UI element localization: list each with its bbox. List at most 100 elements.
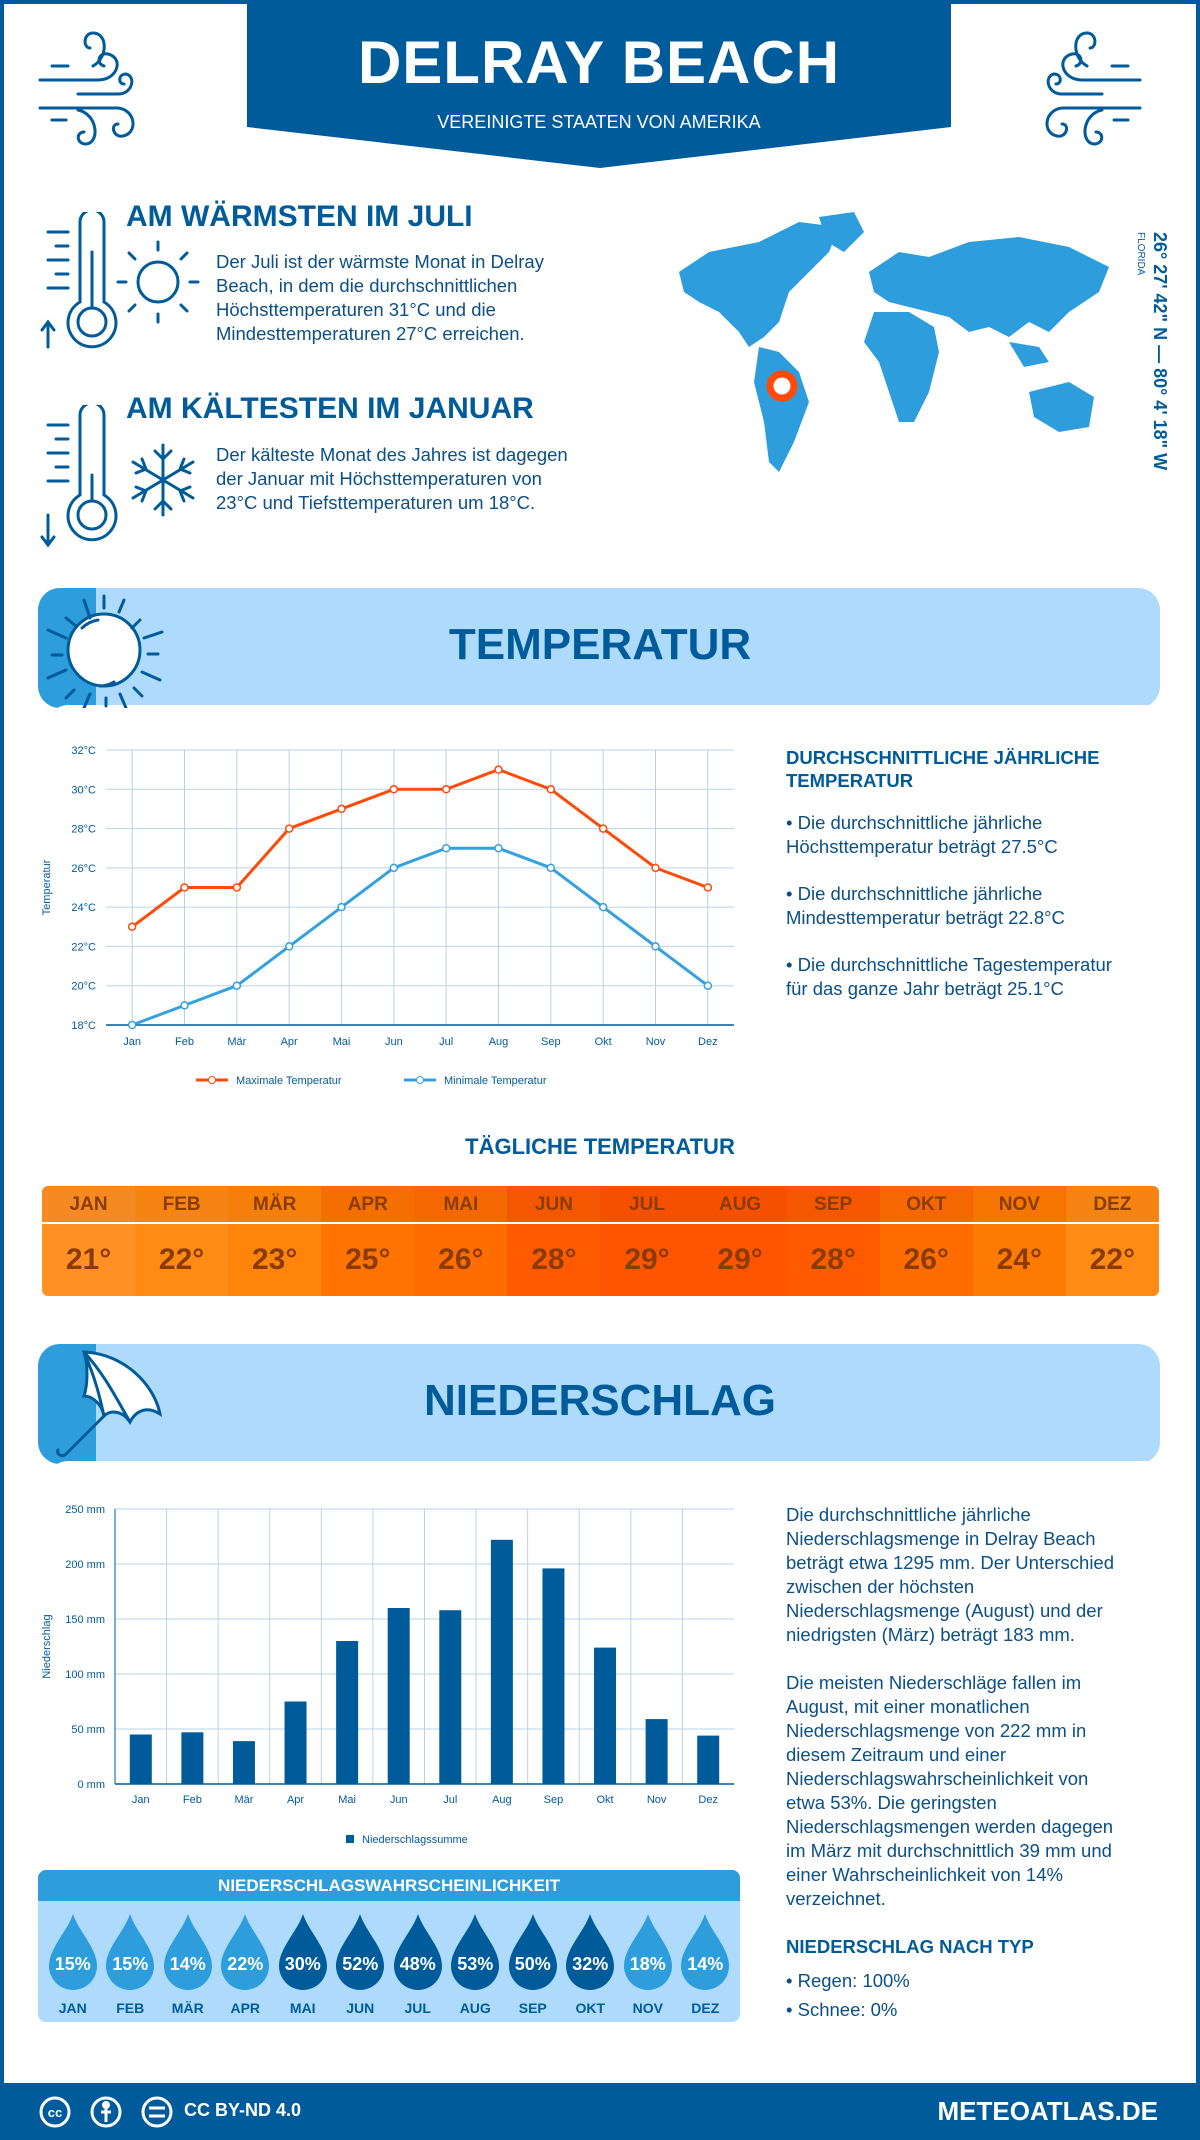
text-line: • Die durchschnittliche jährliche bbox=[786, 812, 1043, 833]
raindrop-icon bbox=[163, 1914, 212, 1990]
warmest-title: AM WÄRMSTEN IM JULI bbox=[126, 200, 473, 233]
y-tick-label: 18°C bbox=[71, 1020, 96, 1032]
probability-value: 15% bbox=[112, 1954, 149, 1974]
probability-value: 18% bbox=[629, 1954, 666, 1974]
daily-month: MÄR bbox=[228, 1186, 322, 1224]
probability-month: MAI bbox=[289, 2000, 316, 2016]
x-tick-label: Feb bbox=[175, 1036, 194, 1048]
x-tick-label: Mär bbox=[234, 1794, 253, 1806]
daily-temp-cell: APR 25° bbox=[321, 1186, 415, 1296]
probability-month: DEZ bbox=[691, 2000, 720, 2016]
text-line: zwischen der höchsten bbox=[786, 1576, 975, 1597]
daily-temp-cell: MÄR 23° bbox=[228, 1186, 322, 1296]
probability-value: 32% bbox=[572, 1954, 609, 1974]
daily-value: 28° bbox=[810, 1243, 856, 1276]
text-line: Niederschlagswahrscheinlichkeit von bbox=[786, 1768, 1089, 1789]
data-point bbox=[337, 902, 346, 912]
precipitation-banner bbox=[38, 1344, 1160, 1464]
precipitation-probability-panel: NIEDERSCHLAGSWAHRSCHEINLICHKEIT 15% JAN 15… bbox=[38, 1870, 740, 2022]
probability-month: JUL bbox=[404, 2000, 431, 2016]
footer: cc CC BY-ND 4.0 METEOATLAS.DE bbox=[0, 2083, 1200, 2140]
x-tick-label: Jan bbox=[132, 1794, 150, 1806]
text-line: beträgt etwa 1295 mm. Der Unterschied bbox=[786, 1552, 1115, 1573]
daily-value: 28° bbox=[531, 1243, 577, 1276]
data-point bbox=[232, 883, 242, 892]
daily-temperature-table: JAN 21° FEB 22° MÄR 23° APR 25° MAI 26° JUN 28° JUL 2… bbox=[42, 1186, 1159, 1296]
y-tick-label: 32°C bbox=[71, 745, 96, 757]
text-line: • Die durchschnittliche jährliche bbox=[786, 883, 1043, 904]
precip-paragraph-2: Die meisten Niederschläge fallen im Augus… bbox=[786, 1671, 1176, 1911]
daily-month: AUG bbox=[693, 1186, 787, 1224]
world-map bbox=[679, 212, 1109, 472]
bar bbox=[542, 1568, 565, 1784]
sun-icon bbox=[46, 594, 164, 708]
warmest-text: Der Juli ist der wärmste Monat in Delray… bbox=[216, 250, 544, 346]
data-point bbox=[598, 902, 608, 912]
data-point bbox=[494, 765, 503, 774]
daily-temp-cell: JAN 21° bbox=[42, 1186, 136, 1296]
probability-drop: 15% JAN bbox=[44, 1914, 102, 2022]
data-point bbox=[598, 824, 608, 833]
bullet-avg: • Die durchschnittliche Tagestemperatur f… bbox=[786, 953, 1176, 1001]
license-label[interactable]: CC BY-ND 4.0 bbox=[184, 2100, 302, 2120]
wind-icon bbox=[1045, 31, 1142, 146]
x-tick-label: Okt bbox=[596, 1794, 613, 1806]
probability-month: SEP bbox=[518, 2000, 547, 2016]
text-line: Niederschlagsmengen werden dagegen bbox=[786, 1816, 1114, 1837]
raindrop-icon bbox=[623, 1914, 672, 1990]
daily-month: JUN bbox=[507, 1186, 601, 1224]
probability-month: NOV bbox=[632, 2000, 663, 2016]
site-link[interactable]: METEOATLAS.DE bbox=[937, 2096, 1158, 2126]
probability-month: JAN bbox=[58, 2000, 87, 2016]
cc-license-icons[interactable]: cc bbox=[38, 2095, 178, 2129]
data-point bbox=[494, 843, 503, 853]
y-tick-label: 100 mm bbox=[65, 1669, 105, 1681]
summary-title: DURCHSCHNITTLICHE JÄHRLICHE bbox=[786, 747, 1100, 768]
text-line: August, mit einer monatlichen bbox=[786, 1696, 1030, 1717]
daily-temp-cell: JUL 29° bbox=[600, 1186, 694, 1296]
y-tick-label: 24°C bbox=[71, 902, 96, 914]
temperature-chart: 18°C 20°C 22°C 24°C 26°C 28°C 30°C 32°C Jan Feb Mä… bbox=[41, 745, 734, 1087]
precip-type-rain: • Regen: 100% bbox=[786, 1970, 910, 1991]
legend-label: Minimale Temperatur bbox=[444, 1075, 547, 1087]
probability-month: OKT bbox=[575, 2000, 606, 2016]
daily-month: JAN bbox=[42, 1186, 136, 1224]
daily-temp-cell: NOV 24° bbox=[972, 1186, 1066, 1296]
probability-value: 14% bbox=[169, 1954, 206, 1974]
raindrop-icon bbox=[566, 1914, 615, 1990]
daily-month: OKT bbox=[879, 1186, 973, 1224]
data-point bbox=[232, 981, 242, 990]
data-point bbox=[546, 785, 556, 794]
svg-text:cc: cc bbox=[48, 2105, 62, 2120]
probability-drop: 48% JUL bbox=[389, 1914, 447, 2022]
probability-value: 52% bbox=[342, 1954, 379, 1974]
daily-value: 21° bbox=[65, 1243, 112, 1276]
x-tick-label: Okt bbox=[595, 1036, 612, 1048]
probability-month: JUN bbox=[346, 2000, 375, 2016]
x-tick-label: Jun bbox=[390, 1794, 408, 1806]
raindrop-icon bbox=[681, 1914, 730, 1990]
y-tick-label: 30°C bbox=[71, 784, 96, 796]
data-point bbox=[284, 942, 294, 951]
daily-value: 29° bbox=[624, 1243, 670, 1276]
daily-value: 22° bbox=[158, 1243, 205, 1276]
raindrop-icon bbox=[106, 1914, 155, 1990]
daily-month: FEB bbox=[135, 1186, 229, 1224]
data-point bbox=[441, 843, 451, 853]
text-line: Der Juli ist der wärmste Monat in Delray bbox=[216, 251, 544, 272]
bar bbox=[594, 1647, 617, 1784]
data-point bbox=[651, 942, 660, 951]
x-tick-label: Jun bbox=[385, 1036, 403, 1048]
daily-value: 25° bbox=[345, 1243, 391, 1276]
raindrop-icon bbox=[48, 1914, 97, 1990]
precip-summary: Die durchschnittliche jährliche Niedersch… bbox=[786, 1503, 1176, 2024]
text-line: der Januar mit Höchsttemperaturen von bbox=[216, 468, 542, 489]
text-line: Niederschlagsmenge von 222 mm in bbox=[786, 1720, 1087, 1741]
data-point bbox=[180, 1001, 189, 1010]
series-line bbox=[131, 846, 709, 1027]
coordinates-block: 26° 27' 42" N — 80° 4' 18" W FLORIDA bbox=[1135, 232, 1172, 492]
probability-drop: 22% APR bbox=[217, 1914, 275, 2022]
x-tick-label: Aug bbox=[492, 1794, 512, 1806]
location-marker-icon bbox=[766, 370, 798, 402]
data-point bbox=[284, 824, 294, 833]
